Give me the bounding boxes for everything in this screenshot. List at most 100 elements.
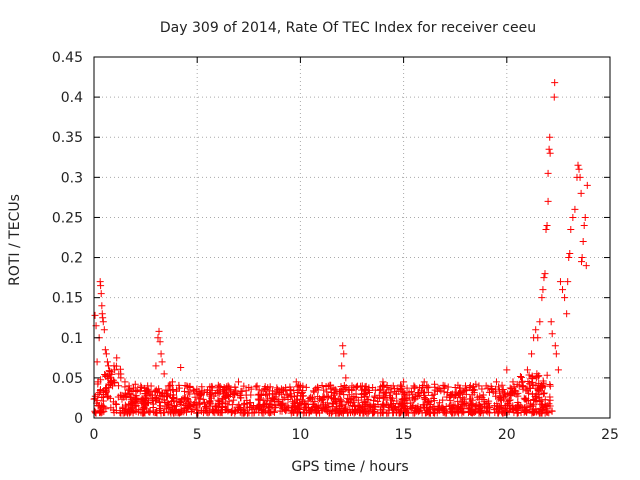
noise-point (378, 409, 386, 417)
noise-point (310, 388, 318, 396)
noise-point (286, 383, 294, 391)
noise-point (156, 407, 164, 415)
noise-point (264, 395, 272, 403)
noise-point (278, 400, 286, 408)
data-point (534, 334, 542, 342)
noise-point (333, 406, 341, 414)
noise-point (194, 409, 202, 417)
noise-point (545, 409, 553, 417)
y-tick-label: 0 (74, 411, 83, 427)
data-point (420, 378, 428, 386)
data-point (563, 310, 571, 318)
data-point (100, 326, 108, 334)
noise-point (278, 390, 286, 398)
noise-point (184, 388, 192, 396)
data-point (540, 274, 548, 282)
noise-point (318, 382, 326, 390)
data-point (177, 363, 185, 371)
data-point (545, 145, 553, 153)
noise-point (107, 379, 115, 387)
noise-point (116, 391, 124, 399)
noise-point (256, 395, 264, 403)
noise-point (99, 402, 107, 410)
data-point (338, 362, 346, 370)
noise-point (210, 392, 218, 400)
noise-point (227, 387, 235, 395)
noise-point (515, 401, 523, 409)
noise-point (91, 409, 99, 417)
noise-point (350, 403, 358, 411)
noise-point (236, 394, 244, 402)
noise-point (396, 409, 404, 417)
data-point (528, 350, 536, 358)
data-point (509, 378, 517, 386)
noise-point (370, 406, 378, 414)
noise-point (376, 386, 384, 394)
noise-point (513, 409, 521, 417)
data-point (152, 362, 160, 370)
noise-point (448, 390, 456, 398)
noise-point (498, 381, 506, 389)
data-point (532, 326, 540, 334)
noise-point (312, 402, 320, 410)
noise-point (522, 404, 530, 412)
noise-point (265, 401, 273, 409)
x-tick-label: 10 (291, 427, 309, 443)
noise-point (262, 386, 270, 394)
noise-point (196, 395, 204, 403)
noise-point (430, 403, 438, 411)
noise-point (184, 396, 192, 404)
noise-point (216, 383, 224, 391)
noise-point (199, 395, 207, 403)
noise-point (455, 390, 463, 398)
data-point (556, 278, 564, 286)
data-point (131, 380, 139, 388)
noise-point (91, 392, 99, 400)
noise-point (210, 407, 218, 415)
noise-point (169, 386, 177, 394)
data-point (157, 350, 165, 358)
data-point (158, 358, 166, 366)
noise-point (311, 397, 319, 405)
noise-point (524, 396, 532, 404)
noise-point (259, 402, 267, 410)
noise-point (521, 396, 529, 404)
noise-point (231, 383, 239, 391)
noise-point (305, 408, 313, 416)
noise-point (400, 400, 408, 408)
noise-point (121, 409, 129, 417)
noise-point (173, 402, 180, 410)
noise-point (177, 398, 185, 406)
y-tick-label: 0.35 (52, 130, 83, 146)
noise-point (513, 380, 521, 388)
noise-point (187, 407, 195, 415)
noise-point (379, 393, 387, 401)
noise-point (398, 382, 406, 390)
noise-point (175, 381, 183, 389)
data-point (559, 286, 567, 294)
chart-title: Day 309 of 2014, Rate Of TEC Index for r… (160, 20, 536, 36)
x-axis-title: GPS time / hours (291, 459, 408, 475)
data-point (542, 225, 550, 233)
noise-point (524, 378, 532, 386)
y-tick-label: 0.05 (52, 371, 83, 387)
data-point (546, 149, 554, 157)
noise-point (314, 383, 322, 391)
noise-point (137, 396, 145, 404)
noise-point (546, 381, 554, 389)
noise-point (461, 399, 469, 407)
noise-point (337, 383, 345, 391)
noise-point (377, 383, 385, 391)
noise-point (115, 382, 123, 390)
noise-point (389, 394, 397, 402)
noise-point (126, 401, 134, 409)
noise-point (243, 396, 251, 404)
noise-point (197, 391, 205, 399)
noise-point (355, 409, 363, 417)
noise-point (270, 398, 278, 406)
noise-point (523, 397, 531, 405)
noise-point (180, 405, 188, 413)
noise-point (212, 402, 220, 410)
noise-point (230, 396, 238, 404)
axes: 0 5 10 15 20 25 0 0.05 0.1 0.15 0.2 0.25 0.3 0.35 0.4 0… (52, 50, 619, 443)
